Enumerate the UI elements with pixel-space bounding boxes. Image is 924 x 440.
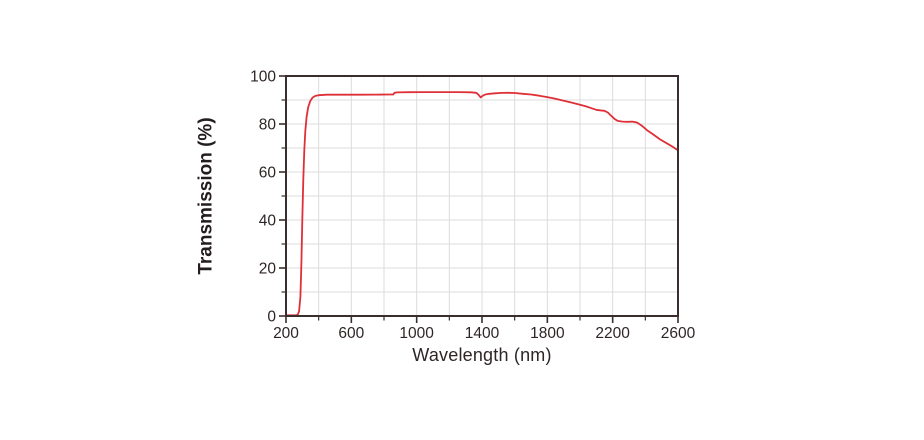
x-tick-label: 600 — [338, 325, 364, 342]
x-tick-label: 1800 — [530, 325, 565, 342]
y-tick-label: 80 — [259, 117, 277, 134]
x-tick-label: 1400 — [465, 325, 500, 342]
x-tick-label: 2200 — [595, 325, 630, 342]
x-axis-title: Wavelength (nm) — [412, 345, 552, 365]
y-tick-label: 20 — [259, 261, 277, 278]
y-axis-title-text: Transmission (%) — [196, 117, 218, 275]
y-tick-label: 100 — [250, 69, 276, 86]
axis-frame — [285, 75, 679, 317]
transmission-curve — [285, 91, 679, 317]
y-axis-title: Transmission (%) — [192, 76, 222, 316]
x-tick-label: 200 — [273, 325, 299, 342]
y-tick-label: 60 — [259, 165, 277, 182]
x-tick-label: 1000 — [399, 325, 434, 342]
y-tick-label: 40 — [259, 213, 277, 230]
y-tick-label: 0 — [267, 309, 276, 326]
x-tick-label: 2600 — [661, 325, 696, 342]
